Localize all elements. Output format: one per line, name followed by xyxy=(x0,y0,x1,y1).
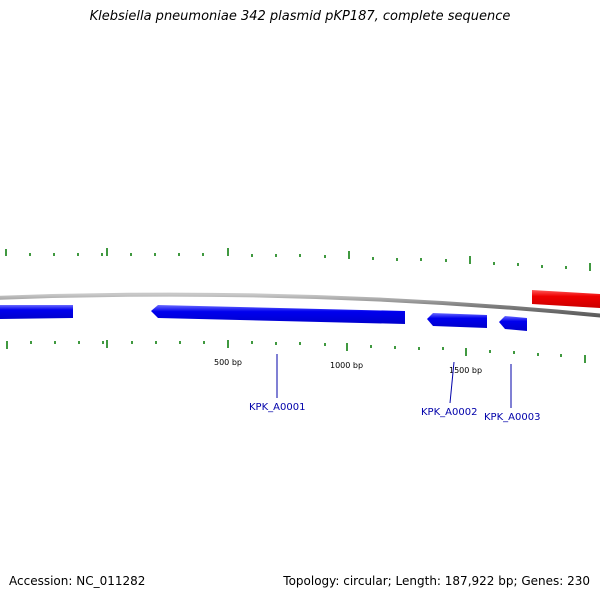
gene-arrow-kpk-a0001[interactable] xyxy=(151,305,405,324)
gene-arrow-left-edge[interactable] xyxy=(0,305,73,319)
map-title: Klebsiella pneumoniae 342 plasmid pKP187… xyxy=(89,9,511,24)
scale-label-1000: 1000 bp xyxy=(330,361,363,370)
accession-text: Accession: NC_011282 xyxy=(9,574,146,588)
gene-features xyxy=(0,290,600,331)
scale-label-1500: 1500 bp xyxy=(449,366,482,375)
plasmid-backbone xyxy=(0,292,600,318)
gene-arrow-kpk-a0002[interactable] xyxy=(427,313,487,328)
gene-label-kpk-a0001[interactable]: KPK_A0001 xyxy=(249,402,305,413)
gene-arrow-kpk-a0003[interactable] xyxy=(499,316,527,331)
upper-tick-row xyxy=(5,248,591,271)
lower-tick-row xyxy=(6,340,586,363)
summary-text: Topology: circular; Length: 187,922 bp; … xyxy=(283,574,590,588)
gene-label-kpk-a0002[interactable]: KPK_A0002 xyxy=(421,407,477,418)
gene-label-kpk-a0003[interactable]: KPK_A0003 xyxy=(484,412,540,423)
gene-arrow-forward-right[interactable] xyxy=(532,290,600,308)
scale-label-500: 500 bp xyxy=(214,358,242,367)
gene-leader-lines xyxy=(276,354,512,408)
